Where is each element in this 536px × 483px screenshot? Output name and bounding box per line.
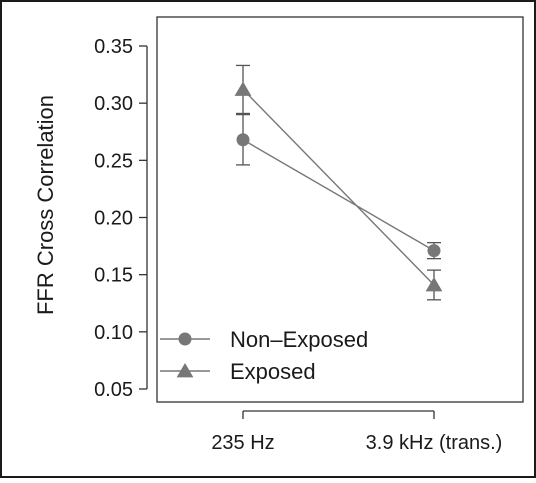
x-tick-label: 235 Hz — [211, 432, 274, 454]
series-exposed — [234, 64, 443, 301]
legend-item: Non–Exposed — [160, 327, 368, 352]
data-point-circle — [236, 133, 250, 147]
data-point-circle — [427, 244, 441, 258]
data-point-triangle — [234, 81, 252, 96]
y-tick-label: 0.05 — [94, 379, 133, 401]
y-tick-label: 0.25 — [94, 150, 133, 172]
legend-triangle-marker — [176, 363, 194, 378]
y-axis-ticks: 0.05 0.10 0.15 0.20 0.25 0.30 0.35 — [94, 36, 147, 401]
plot-area — [156, 16, 524, 403]
legend-circle-marker — [178, 332, 192, 346]
legend-label: Exposed — [230, 359, 316, 384]
legend-item: Exposed — [160, 359, 316, 384]
y-tick-label: 0.20 — [94, 208, 133, 230]
x-axis-ticks: 235 Hz 3.9 kHz (trans.) — [211, 411, 502, 454]
series-layer — [234, 64, 443, 301]
y-tick-label: 0.35 — [94, 36, 133, 58]
y-tick-label: 0.15 — [94, 265, 133, 287]
series-line — [242, 139, 435, 252]
data-point-triangle — [425, 276, 443, 292]
y-tick-label: 0.10 — [94, 322, 133, 344]
legend: Non–Exposed Exposed — [160, 327, 368, 384]
y-axis-title: FFR Cross Correlation — [33, 95, 58, 315]
legend-label: Non–Exposed — [230, 327, 368, 352]
x-tick-label: 3.9 kHz (trans.) — [366, 432, 503, 454]
y-tick-label: 0.30 — [94, 93, 133, 115]
series-non-exposed — [236, 113, 441, 260]
series-line — [242, 88, 435, 286]
